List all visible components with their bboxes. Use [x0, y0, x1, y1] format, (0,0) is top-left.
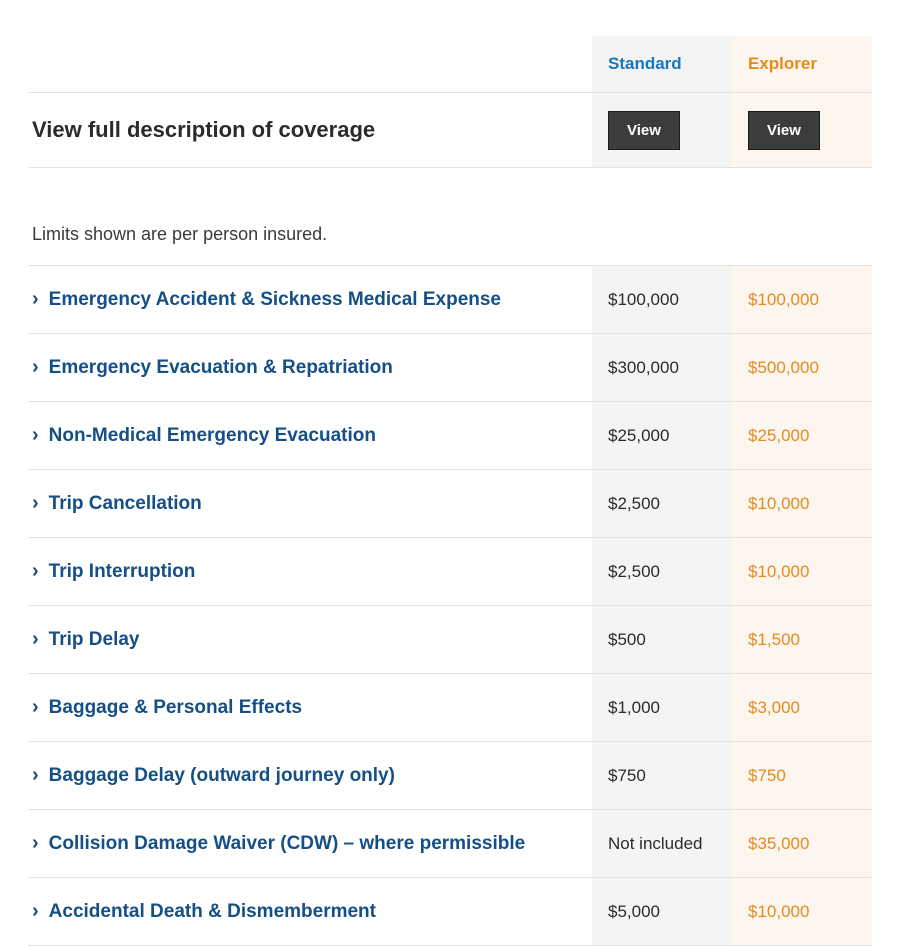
coverage-standard-value: $5,000 [592, 878, 732, 945]
coverage-explorer-value: $35,000 [732, 810, 872, 877]
chevron-right-icon: › [32, 490, 39, 517]
coverage-row-label: Baggage Delay (outward journey only) [49, 763, 395, 789]
coverage-explorer-value: $500,000 [732, 334, 872, 401]
coverage-row-label: Baggage & Personal Effects [49, 695, 302, 721]
view-standard-button[interactable]: View [608, 111, 680, 150]
coverage-explorer-value: $10,000 [732, 470, 872, 537]
coverage-explorer-value: $10,000 [732, 878, 872, 945]
coverage-row: › Trip Delay $500$1,500 [28, 605, 872, 673]
coverage-row-label: Emergency Accident & Sickness Medical Ex… [49, 287, 501, 313]
chevron-right-icon: › [32, 830, 39, 857]
chevron-right-icon: › [32, 762, 39, 789]
coverage-comparison-table: Standard Explorer View full description … [0, 36, 900, 946]
coverage-row-label: Accidental Death & Dismemberment [49, 899, 376, 925]
coverage-standard-value: Not included [592, 810, 732, 877]
chevron-right-icon: › [32, 422, 39, 449]
coverage-standard-value: $750 [592, 742, 732, 809]
coverage-standard-value: $2,500 [592, 538, 732, 605]
coverage-explorer-value: $25,000 [732, 402, 872, 469]
coverage-row-toggle[interactable]: › Trip Delay [28, 606, 592, 673]
coverage-explorer-value: $750 [732, 742, 872, 809]
coverage-explorer-value: $1,500 [732, 606, 872, 673]
chevron-right-icon: › [32, 354, 39, 381]
coverage-row: › Baggage Delay (outward journey only) $75… [28, 741, 872, 809]
coverage-row-label: Collision Damage Waiver (CDW) – where pe… [49, 831, 526, 857]
coverage-row-label: Emergency Evacuation & Repatriation [49, 355, 393, 381]
coverage-standard-value: $2,500 [592, 470, 732, 537]
coverage-row: › Trip Interruption $2,500$10,000 [28, 537, 872, 605]
coverage-row-toggle[interactable]: › Trip Cancellation [28, 470, 592, 537]
coverage-row-toggle[interactable]: › Baggage & Personal Effects [28, 674, 592, 741]
coverage-row-label: Trip Cancellation [49, 491, 202, 517]
plan-header-explorer: Explorer [732, 36, 872, 92]
coverage-explorer-value: $100,000 [732, 266, 872, 333]
limits-note: Limits shown are per person insured. [28, 224, 872, 245]
coverage-row-toggle[interactable]: › Baggage Delay (outward journey only) [28, 742, 592, 809]
plan-header-row: Standard Explorer [28, 36, 872, 92]
chevron-right-icon: › [32, 286, 39, 313]
coverage-standard-value: $500 [592, 606, 732, 673]
coverage-standard-value: $100,000 [592, 266, 732, 333]
coverage-row-label: Trip Delay [49, 627, 140, 653]
coverage-row-toggle[interactable]: › Trip Interruption [28, 538, 592, 605]
coverage-row-toggle[interactable]: › Emergency Accident & Sickness Medical E… [28, 266, 592, 333]
coverage-standard-value: $25,000 [592, 402, 732, 469]
coverage-row-label: Trip Interruption [49, 559, 196, 585]
coverage-row: › Non-Medical Emergency Evacuation $25,000… [28, 401, 872, 469]
full-description-label: View full description of coverage [28, 93, 592, 167]
chevron-right-icon: › [32, 898, 39, 925]
coverage-row-toggle[interactable]: › Non-Medical Emergency Evacuation [28, 402, 592, 469]
chevron-right-icon: › [32, 626, 39, 653]
plan-header-standard: Standard [592, 36, 732, 92]
coverage-row-toggle[interactable]: › Accidental Death & Dismemberment [28, 878, 592, 945]
coverage-row-label: Non-Medical Emergency Evacuation [49, 423, 376, 449]
coverage-row: › Baggage & Personal Effects $1,000$3,000 [28, 673, 872, 741]
coverage-explorer-value: $10,000 [732, 538, 872, 605]
view-explorer-button[interactable]: View [748, 111, 820, 150]
coverage-row: › Accidental Death & Dismemberment $5,000$… [28, 877, 872, 946]
explorer-view-cell: View [732, 93, 872, 167]
full-description-row: View full description of coverage View V… [28, 92, 872, 168]
coverage-row: › Emergency Accident & Sickness Medical E… [28, 265, 872, 333]
coverage-row: › Trip Cancellation $2,500$10,000 [28, 469, 872, 537]
chevron-right-icon: › [32, 694, 39, 721]
coverage-row-toggle[interactable]: › Collision Damage Waiver (CDW) – where p… [28, 810, 592, 877]
coverage-row: › Emergency Evacuation & Repatriation $300… [28, 333, 872, 401]
standard-view-cell: View [592, 93, 732, 167]
coverage-row: › Collision Damage Waiver (CDW) – where p… [28, 809, 872, 877]
coverage-explorer-value: $3,000 [732, 674, 872, 741]
coverage-standard-value: $1,000 [592, 674, 732, 741]
coverage-row-toggle[interactable]: › Emergency Evacuation & Repatriation [28, 334, 592, 401]
coverage-rows: › Emergency Accident & Sickness Medical E… [28, 265, 872, 946]
coverage-standard-value: $300,000 [592, 334, 732, 401]
chevron-right-icon: › [32, 558, 39, 585]
